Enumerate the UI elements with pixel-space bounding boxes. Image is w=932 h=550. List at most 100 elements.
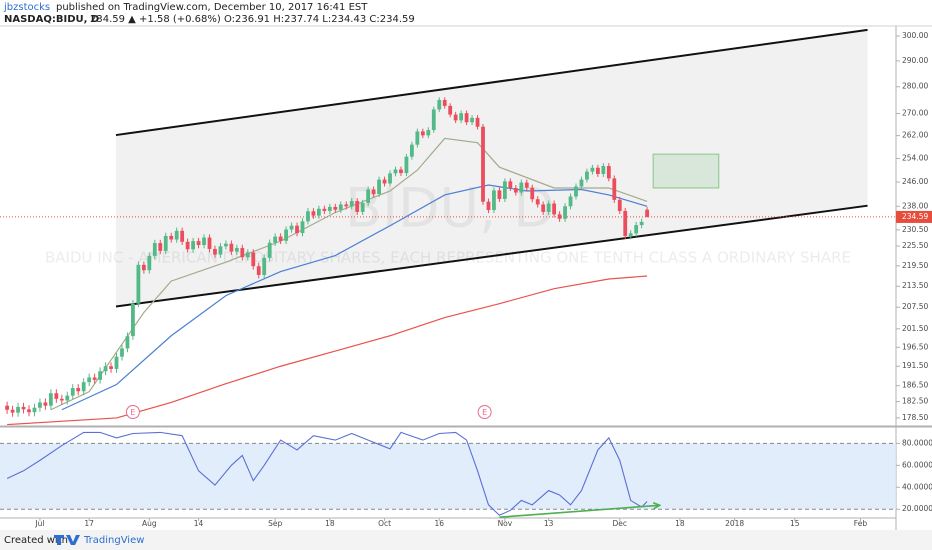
candle-body <box>355 201 360 212</box>
divergence-arrow <box>499 504 660 519</box>
candle-body <box>147 255 152 271</box>
candle-body <box>585 171 589 180</box>
target-box <box>652 153 720 189</box>
x-tick-label: 18 <box>675 519 685 528</box>
y-tick-label: 290.00 <box>902 56 928 65</box>
y-tick-label: 254.00 <box>902 153 928 162</box>
candle-body <box>481 126 485 202</box>
candle-body <box>59 398 64 401</box>
y-tick-label: 201.50 <box>902 324 928 333</box>
candle-body <box>360 202 365 212</box>
candle-body <box>453 114 458 121</box>
x-tick-label: Sep <box>268 519 282 528</box>
y-tick-label: 280.00 <box>902 82 928 91</box>
candle-body <box>174 230 179 240</box>
candle-body <box>65 395 70 401</box>
candle-body <box>43 402 48 406</box>
event-label: E <box>482 408 487 417</box>
y-tick-label: 219.50 <box>902 261 928 270</box>
candle-body <box>207 237 212 249</box>
candle-body <box>530 187 535 200</box>
candle-body <box>535 199 540 205</box>
x-tick-label: 15 <box>790 519 800 528</box>
arrow-head <box>652 501 662 510</box>
channel-line <box>115 204 868 308</box>
candle-body <box>114 356 119 369</box>
candle-body <box>213 248 217 255</box>
candle-body <box>16 406 20 413</box>
candle-body <box>497 190 502 199</box>
candle-body <box>131 303 135 337</box>
candle-body <box>278 236 283 241</box>
candle-body <box>623 210 628 236</box>
candle-body <box>180 230 185 242</box>
candle-body <box>415 131 420 145</box>
candle-body <box>141 264 146 271</box>
candle-body <box>306 211 310 222</box>
candle-body <box>21 406 26 410</box>
candle-body <box>513 187 518 193</box>
candle-body <box>92 377 97 380</box>
candle-body <box>136 264 141 304</box>
candle-body <box>234 247 239 252</box>
y-tick-label: 196.50 <box>902 342 928 351</box>
x-tick-label: 14 <box>194 519 204 528</box>
candle-body <box>273 236 278 243</box>
candle-body <box>120 348 124 357</box>
candle-body <box>601 166 606 174</box>
channel-fill <box>115 29 868 307</box>
candle-body <box>344 204 349 207</box>
candle-body <box>158 243 163 251</box>
published: published on TradingView.com, December 1… <box>56 2 368 13</box>
last-price-label: 234.59 <box>902 212 928 221</box>
candle-body <box>48 393 53 406</box>
y-tick-label: 80.0000 <box>902 438 932 447</box>
candle-body <box>267 242 272 258</box>
stochastic-line <box>6 431 648 516</box>
candle-body <box>524 182 529 188</box>
candle-body <box>262 257 267 275</box>
moving-average <box>50 137 648 411</box>
candle-body <box>442 100 447 106</box>
candle-body <box>486 201 491 211</box>
y-tick-label: 230.50 <box>902 225 928 234</box>
candle-body <box>152 243 157 256</box>
footer-logo <box>54 535 80 545</box>
candle-body <box>185 241 190 250</box>
x-tick-label: 18 <box>325 519 335 528</box>
candle-body <box>617 199 622 211</box>
candle-body <box>366 189 371 203</box>
candle-body <box>300 221 305 234</box>
footer-brand: TradingView <box>83 535 144 546</box>
candle-body <box>426 130 431 136</box>
candle-body <box>333 206 338 210</box>
candle-body <box>98 371 103 380</box>
candle-body <box>645 209 650 217</box>
candle-body <box>229 243 234 252</box>
candle-body <box>295 225 299 234</box>
candle-body <box>448 105 453 115</box>
candle-body <box>81 382 86 392</box>
y-tick-label: 191.50 <box>902 361 928 370</box>
candle-body <box>409 144 414 157</box>
candle-body <box>628 233 633 236</box>
x-tick-label: Dec <box>613 519 628 528</box>
candle-body <box>191 241 195 250</box>
y-tick-label: 225.50 <box>902 241 928 250</box>
y-tick-label: 300.00 <box>902 31 928 40</box>
y-tick-label: 270.00 <box>902 109 928 118</box>
candle-body <box>377 179 381 195</box>
candle-body <box>27 409 31 413</box>
watermark: BIDU, D <box>345 177 555 240</box>
last-price-tag <box>896 210 932 223</box>
candle-body <box>224 243 228 247</box>
candle-body <box>634 225 639 234</box>
band <box>0 443 896 510</box>
candle-body <box>612 178 617 200</box>
y-tick-label: 238.00 <box>902 201 928 210</box>
y-tick-label: 262.00 <box>902 131 928 140</box>
symbol: NASDAQ:BIDU, D <box>4 14 99 25</box>
x-tick-label: 2018 <box>725 519 744 528</box>
